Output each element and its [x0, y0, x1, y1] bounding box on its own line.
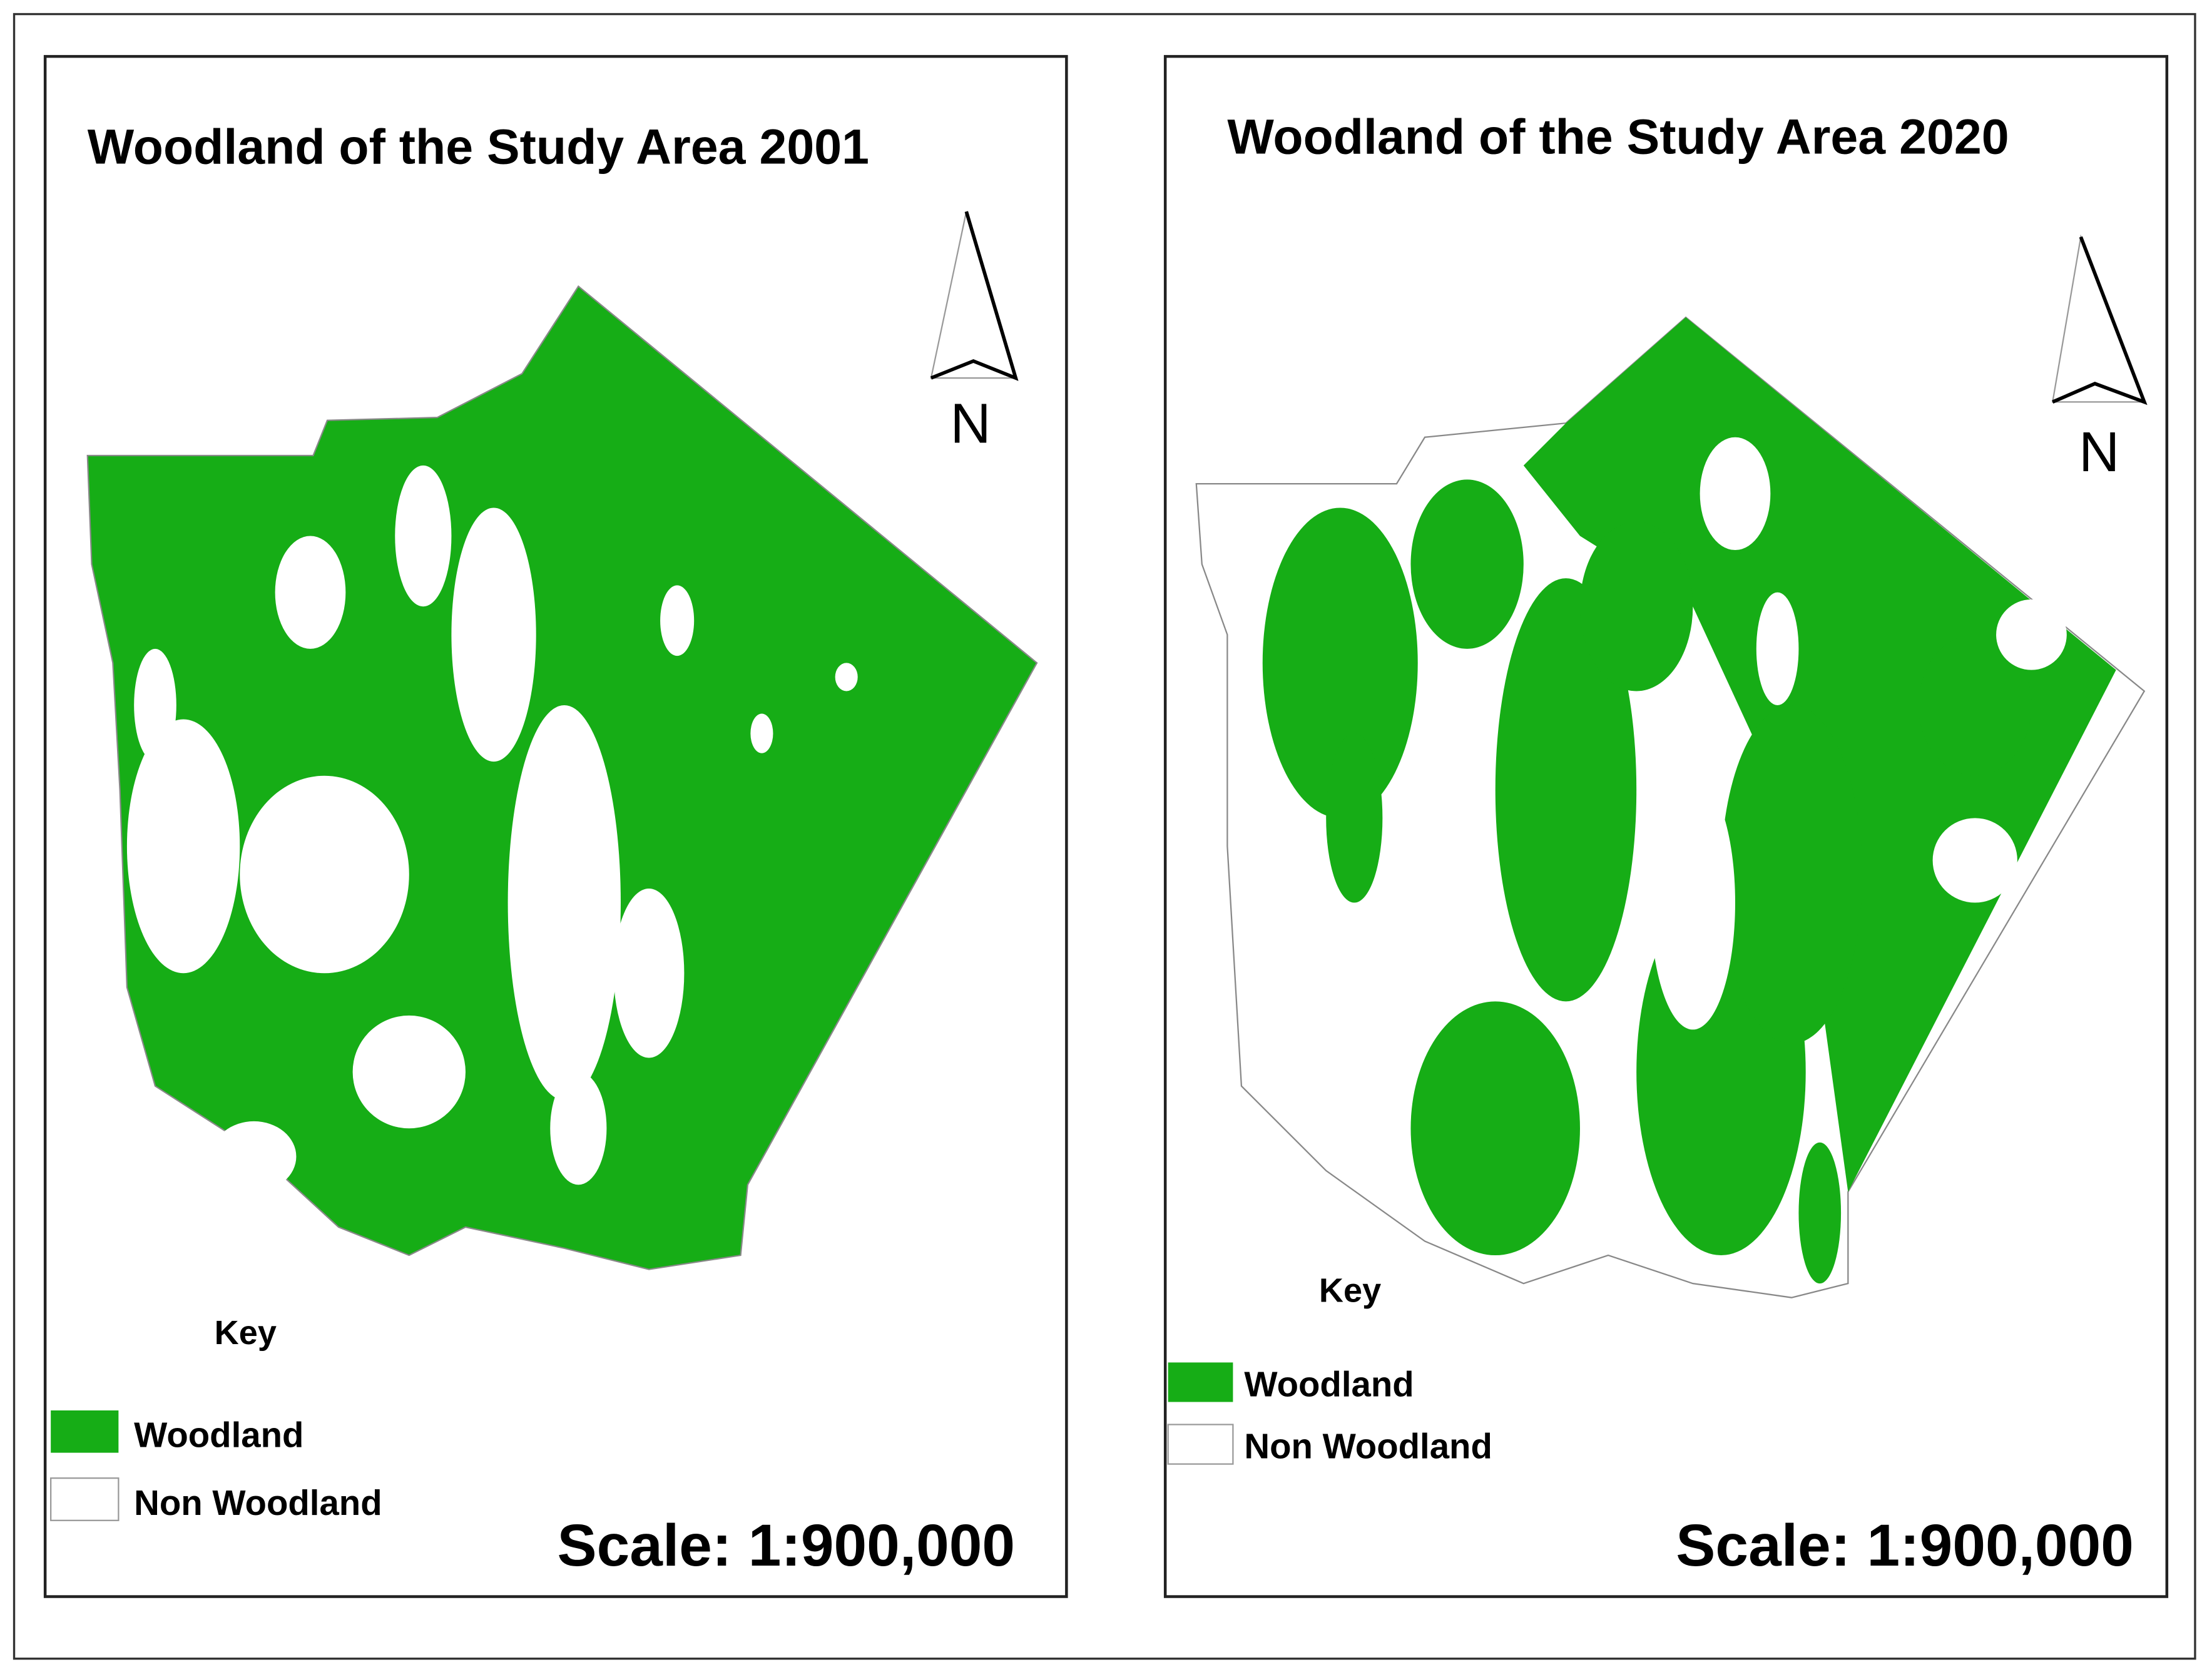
legend-swatch-woodland — [51, 1410, 119, 1453]
north-label: N — [951, 392, 991, 456]
key-title: Key — [215, 1314, 277, 1352]
legend-swatch-woodland — [1168, 1362, 1233, 1402]
north-arrow-edge — [930, 211, 1019, 381]
north-arrow-edge — [2052, 236, 2148, 405]
panel-2001: Woodland of the Study Area 2001 N Key Wo… — [43, 54, 1068, 1598]
woodland-patches — [1262, 317, 2116, 1284]
legend-swatch-non-woodland — [50, 1477, 120, 1521]
legend-swatch-non-woodland — [1167, 1424, 1234, 1465]
legend-label: Non Woodland — [1244, 1427, 1492, 1466]
legend-label: Woodland — [1244, 1364, 1414, 1404]
legend-label: Non Woodland — [134, 1483, 382, 1522]
north-label: N — [2079, 421, 2119, 484]
panel-2020: Woodland of the Study Area 2020 N Key — [1163, 54, 2169, 1598]
scale-label: Scale: 1:900,000 — [1676, 1512, 2134, 1579]
legend-label: Woodland — [134, 1415, 303, 1455]
non-woodland-patches — [1650, 437, 2067, 1030]
key-title: Key — [1319, 1272, 1381, 1309]
panel-title: Woodland of the Study Area 2020 — [1227, 110, 2009, 165]
scale-label: Scale: 1:900,000 — [558, 1512, 1016, 1579]
non-woodland-patches — [126, 465, 858, 1192]
panel-title: Woodland of the Study Area 2001 — [88, 119, 869, 174]
